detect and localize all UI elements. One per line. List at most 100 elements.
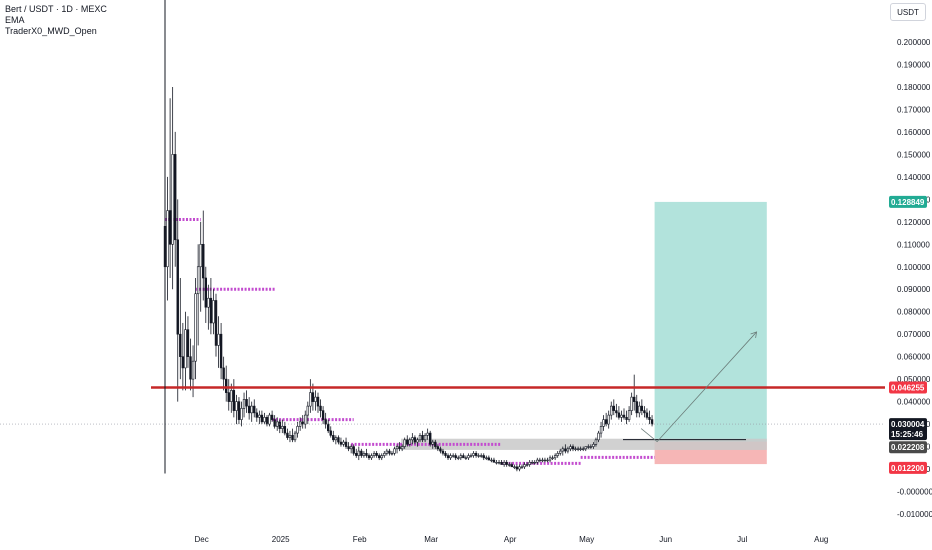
candle-body [581,448,585,450]
candle-body [612,405,616,411]
candle-body [230,390,233,402]
candle-body [189,356,192,380]
x-tick-label: Jun [659,535,672,544]
symbol-title[interactable]: Bert / USDT · 1D · MEXC [5,4,107,14]
candle-body [357,450,360,456]
candle-body [620,414,623,418]
candle-body [204,277,207,308]
y-tick-label: 0.050000 [897,375,931,384]
candle-body [316,396,320,407]
candle-body [403,439,406,447]
candle-body [406,439,409,445]
candle-body [505,462,508,465]
candle-body [347,446,350,450]
candle-body [584,446,587,450]
candle-body [235,401,238,411]
candles [163,86,654,472]
candle-body [551,457,554,459]
candle-body [360,450,363,456]
candle-body [209,297,213,324]
candle-body [648,417,651,420]
candle-body [278,421,281,429]
candle-body [523,464,526,468]
y-tick-label: 0.170000 [897,105,931,114]
candle-body [225,378,228,393]
candle-body [597,432,600,441]
target-zone [654,201,767,442]
candle-body [306,405,309,416]
candle-body [416,439,419,443]
candle-body [242,399,246,409]
candle-body [334,437,338,441]
candle-body [400,446,404,450]
candle-body [383,453,386,456]
candle-body [423,435,427,441]
candle-body [625,417,628,420]
candle-body [202,243,205,279]
y-tick-label: -0.010000 [897,510,932,519]
currency-button[interactable]: USDT [890,3,926,21]
candle-body [240,408,243,420]
y-tick-label: 0.120000 [897,218,931,227]
candle-body [632,396,636,402]
candle-body [186,329,190,357]
x-tick-label: Apr [504,535,517,544]
candle-body [622,414,626,418]
candle-body [518,466,521,470]
candle-body [390,453,394,455]
candle-body [643,410,646,414]
candle-body [268,414,271,425]
candle-body [395,446,399,450]
position-zones [401,201,767,465]
candle-body [477,455,480,457]
candle-body [553,455,557,459]
candle-body [329,430,332,436]
x-tick-label: Mar [424,535,438,544]
candle-body [413,437,417,443]
candle-body [321,410,325,420]
candle-body [168,210,172,245]
candle-body [515,466,519,470]
candle-body [253,405,256,414]
candle-body [462,455,465,459]
candle-body [196,266,200,295]
candle-body [464,457,468,459]
candle-body [513,466,516,468]
time-axis[interactable]: Dec 2025 Feb Mar Apr May Jun Jul Aug [194,535,828,544]
candle-body [245,399,248,407]
entry-price-badge-bg [889,441,927,454]
y-tick-label: 0.180000 [897,83,931,92]
candle-body [377,455,381,459]
entry-zone [401,438,767,450]
y-tick-label: 0.110000 [897,240,930,249]
candle-body [645,412,649,418]
candle-body [222,367,225,380]
candle-body [283,426,287,434]
candle-body [349,446,353,450]
candle-body [607,414,610,425]
candle-body [469,455,473,457]
candle-body [324,419,327,425]
candle-body [250,405,253,414]
indicator-traderx0[interactable]: TraderX0_MWD_Open [5,26,97,36]
candle-body [352,446,355,454]
candle-body [459,455,462,459]
last-price-badge-bg [889,418,927,441]
y-tick-label: 0.060000 [897,353,931,362]
candle-body [436,446,440,450]
x-tick-label: Feb [353,535,367,544]
candle-body [536,459,539,463]
candle-body [388,450,391,454]
candle-body [538,459,542,462]
candle-body [398,446,401,450]
candle-body [232,390,236,411]
candle-body [184,329,187,369]
indicator-ema[interactable]: EMA [5,15,25,25]
candle-body [487,457,491,461]
candle-body [510,464,513,468]
candle-body [217,333,220,346]
candle-body [301,421,304,425]
open-levels [165,218,655,465]
